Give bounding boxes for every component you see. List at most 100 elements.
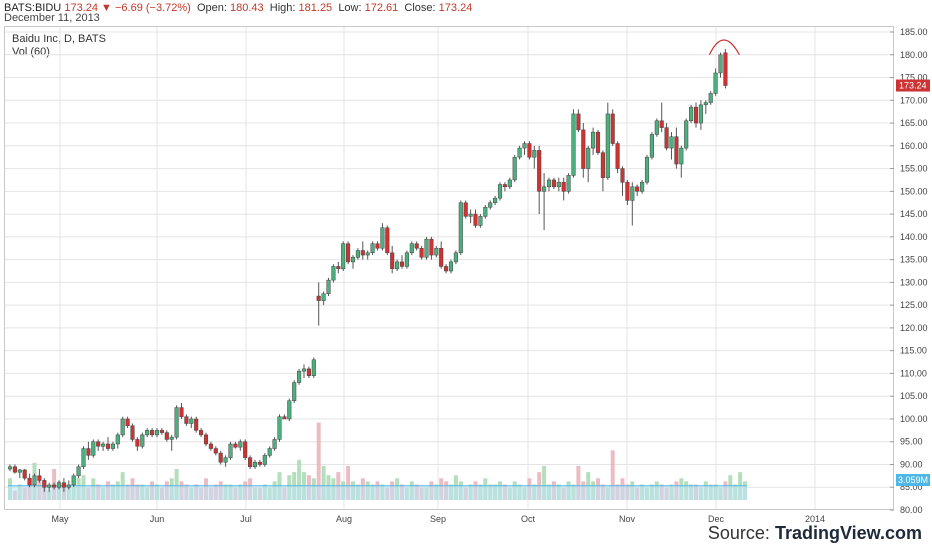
candle-body <box>326 279 331 295</box>
candle-body <box>375 243 380 249</box>
last-price-badge-label: 173.24 <box>899 81 927 91</box>
candle-body <box>591 131 596 149</box>
price-tick-label: 170.00 <box>900 95 928 105</box>
candle-body <box>115 434 120 445</box>
candle-body <box>238 441 243 448</box>
price-tick-label: 160.00 <box>900 141 928 151</box>
candle-body <box>360 250 365 256</box>
candle-body <box>169 436 174 440</box>
candle-body <box>203 434 209 445</box>
bar-date: December 11, 2013 <box>4 12 100 24</box>
candle-body <box>321 293 326 301</box>
time-tick-label: Jul <box>240 514 252 524</box>
candle-body <box>257 461 262 465</box>
price-tick-label: 135.00 <box>900 255 928 265</box>
candle-body <box>630 186 635 201</box>
high-label: High: <box>269 2 296 14</box>
time-tick-label: Jun <box>150 514 165 524</box>
candle-body <box>409 243 414 254</box>
candle-body <box>718 54 723 74</box>
time-tick-label: Dec <box>708 514 725 524</box>
candle-body <box>439 247 444 267</box>
candle-body <box>390 252 395 269</box>
candle-body <box>306 368 311 376</box>
candle-body <box>689 106 694 122</box>
price-tick-label: 100.00 <box>900 414 928 424</box>
candle-body <box>546 179 552 188</box>
candle-body <box>654 120 659 135</box>
candle-body <box>37 475 42 481</box>
high-value: 181.25 <box>298 2 333 14</box>
candle-body <box>419 247 424 258</box>
candle-body <box>91 441 96 456</box>
candle-body <box>287 400 292 420</box>
candle-body <box>502 184 507 188</box>
candle-body <box>571 113 576 176</box>
candle-body <box>649 134 654 158</box>
candle-body <box>507 179 512 188</box>
time-tick-label: Sep <box>430 514 446 524</box>
low-label: Low: <box>338 2 362 14</box>
volume-bar <box>542 465 547 500</box>
candle-body <box>698 104 703 124</box>
candle-body <box>444 266 449 272</box>
candle-body <box>414 243 419 249</box>
candle-body <box>213 448 218 454</box>
candle-body <box>605 113 610 178</box>
time-tick-label: May <box>51 514 69 524</box>
volume-bar <box>297 459 302 500</box>
candle-body <box>81 448 86 468</box>
down-arrow-icon: ▼ <box>101 2 112 14</box>
candle-body <box>615 143 620 169</box>
candle-body <box>399 261 405 267</box>
candle-body <box>625 181 630 201</box>
candle-body <box>12 466 17 473</box>
price-tick-label: 175.00 <box>900 73 928 83</box>
candle-body <box>640 181 645 192</box>
open-value: 180.43 <box>230 2 264 14</box>
candle-body <box>22 469 27 479</box>
candle-body <box>331 266 336 281</box>
candle-body <box>551 179 556 188</box>
candle-body <box>370 243 375 254</box>
candle-body <box>532 150 537 158</box>
candle-body <box>424 238 429 258</box>
candle-body <box>243 441 248 458</box>
series-legend[interactable]: Baidu Inc, D, BATS <box>12 33 106 45</box>
candle-body <box>17 469 22 473</box>
price-tick-label: 105.00 <box>900 391 928 401</box>
tradingview-logo: TradingView.com <box>774 523 922 543</box>
price-tick-label: 165.00 <box>900 118 928 128</box>
candle-body <box>272 439 277 449</box>
candle-body <box>194 418 199 431</box>
candle-body <box>164 432 169 440</box>
chart-pane[interactable] <box>4 26 894 510</box>
price-tick-label: 110.00 <box>900 368 927 378</box>
candle-body <box>380 227 385 249</box>
candle-body <box>199 430 204 436</box>
price-tick-label: 125.00 <box>900 300 928 310</box>
volume-ma-area <box>8 485 747 500</box>
candle-body <box>635 186 640 192</box>
candle-body <box>223 457 228 463</box>
volume-bar <box>174 469 179 500</box>
candle-body <box>561 181 566 192</box>
time-tick-label: 2014 <box>805 514 825 524</box>
candle-body <box>463 202 468 217</box>
candle-body <box>664 127 669 149</box>
volume-bar <box>610 450 615 500</box>
candle-body <box>674 136 679 165</box>
candle-body <box>174 407 179 438</box>
candle-body <box>71 475 76 486</box>
candle-body <box>483 207 488 217</box>
candle-body <box>684 120 689 149</box>
volume-bar <box>346 465 351 500</box>
candle-body <box>154 430 160 436</box>
price-tick-label: 140.00 <box>900 232 928 242</box>
candle-body <box>669 136 674 149</box>
price-tick-label: 80.00 <box>900 505 923 515</box>
time-tick-label: Oct <box>521 514 536 524</box>
candle-body <box>61 482 66 488</box>
candle-body <box>522 143 527 149</box>
